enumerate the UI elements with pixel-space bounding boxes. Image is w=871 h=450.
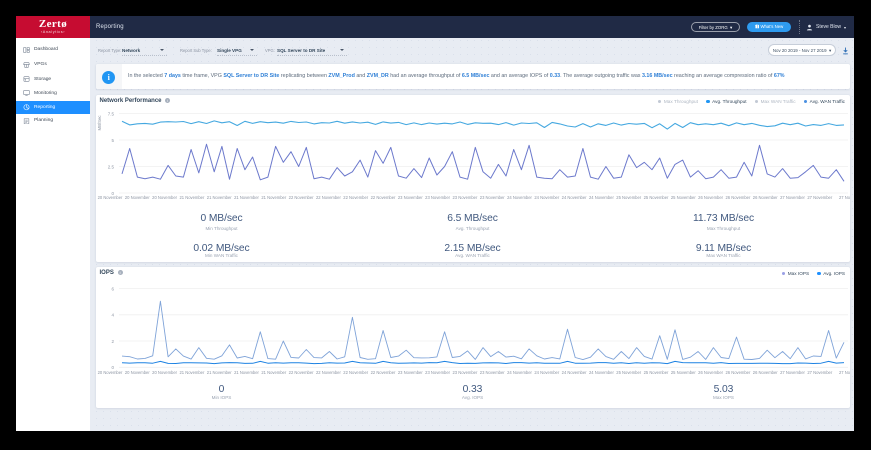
svg-text:23 November: 23 November <box>452 195 477 200</box>
svg-text:21 November: 21 November <box>261 195 286 200</box>
svg-text:27 November: 27 November <box>807 370 832 375</box>
svg-text:27 November: 27 November <box>807 195 832 200</box>
svg-text:24 November: 24 November <box>507 195 532 200</box>
svg-text:26 November: 26 November <box>725 370 750 375</box>
svg-text:24 November: 24 November <box>589 195 614 200</box>
svg-text:21 November: 21 November <box>179 195 204 200</box>
svg-text:20 November: 20 November <box>125 195 150 200</box>
svg-text:20 November: 20 November <box>98 370 123 375</box>
svg-text:26 November: 26 November <box>753 195 778 200</box>
svg-text:24 November: 24 November <box>534 195 559 200</box>
svg-text:24 November: 24 November <box>534 370 559 375</box>
svg-text:21 November: 21 November <box>207 195 232 200</box>
svg-text:25 November: 25 November <box>671 195 696 200</box>
svg-text:24 November: 24 November <box>562 370 587 375</box>
svg-text:20 November: 20 November <box>152 195 177 200</box>
svg-text:6: 6 <box>111 286 114 291</box>
svg-text:22 November: 22 November <box>316 195 341 200</box>
svg-text:0: 0 <box>111 365 114 370</box>
svg-text:25 November: 25 November <box>644 370 669 375</box>
svg-text:27 Nov...: 27 Nov... <box>839 370 850 375</box>
svg-text:21 November: 21 November <box>234 370 259 375</box>
svg-text:2: 2 <box>111 339 114 344</box>
svg-text:26 November: 26 November <box>753 370 778 375</box>
svg-text:23 November: 23 November <box>425 370 450 375</box>
svg-text:22 November: 22 November <box>343 370 368 375</box>
svg-text:4: 4 <box>111 313 114 318</box>
svg-text:23 November: 23 November <box>425 195 450 200</box>
svg-text:22 November: 22 November <box>316 370 341 375</box>
svg-text:27 Nov...: 27 Nov... <box>839 195 850 200</box>
svg-text:22 November: 22 November <box>343 195 368 200</box>
svg-text:20 November: 20 November <box>98 195 123 200</box>
svg-text:27 November: 27 November <box>780 195 805 200</box>
svg-text:0: 0 <box>111 191 114 196</box>
svg-text:MB/Sec: MB/Sec <box>97 115 102 131</box>
svg-text:25 November: 25 November <box>616 195 641 200</box>
svg-text:20 November: 20 November <box>125 370 150 375</box>
svg-text:25 November: 25 November <box>671 370 696 375</box>
svg-text:23 November: 23 November <box>398 195 423 200</box>
svg-text:23 November: 23 November <box>452 370 477 375</box>
svg-text:7.5: 7.5 <box>108 111 115 116</box>
svg-text:20 November: 20 November <box>152 370 177 375</box>
svg-text:27 November: 27 November <box>780 370 805 375</box>
svg-text:21 November: 21 November <box>207 370 232 375</box>
svg-text:26 November: 26 November <box>698 370 723 375</box>
svg-text:24 November: 24 November <box>589 370 614 375</box>
svg-text:25 November: 25 November <box>616 370 641 375</box>
svg-text:22 November: 22 November <box>289 370 314 375</box>
svg-text:22 November: 22 November <box>371 195 396 200</box>
svg-text:23 November: 23 November <box>480 370 505 375</box>
svg-text:21 November: 21 November <box>234 195 259 200</box>
svg-text:5: 5 <box>111 138 114 143</box>
svg-text:23 November: 23 November <box>398 370 423 375</box>
svg-text:21 November: 21 November <box>261 370 286 375</box>
svg-text:22 November: 22 November <box>371 370 396 375</box>
svg-text:26 November: 26 November <box>725 195 750 200</box>
svg-text:24 November: 24 November <box>562 195 587 200</box>
svg-text:2.5: 2.5 <box>108 164 115 169</box>
svg-text:21 November: 21 November <box>179 370 204 375</box>
svg-text:24 November: 24 November <box>507 370 532 375</box>
svg-text:22 November: 22 November <box>289 195 314 200</box>
svg-text:23 November: 23 November <box>480 195 505 200</box>
svg-text:25 November: 25 November <box>644 195 669 200</box>
svg-text:26 November: 26 November <box>698 195 723 200</box>
